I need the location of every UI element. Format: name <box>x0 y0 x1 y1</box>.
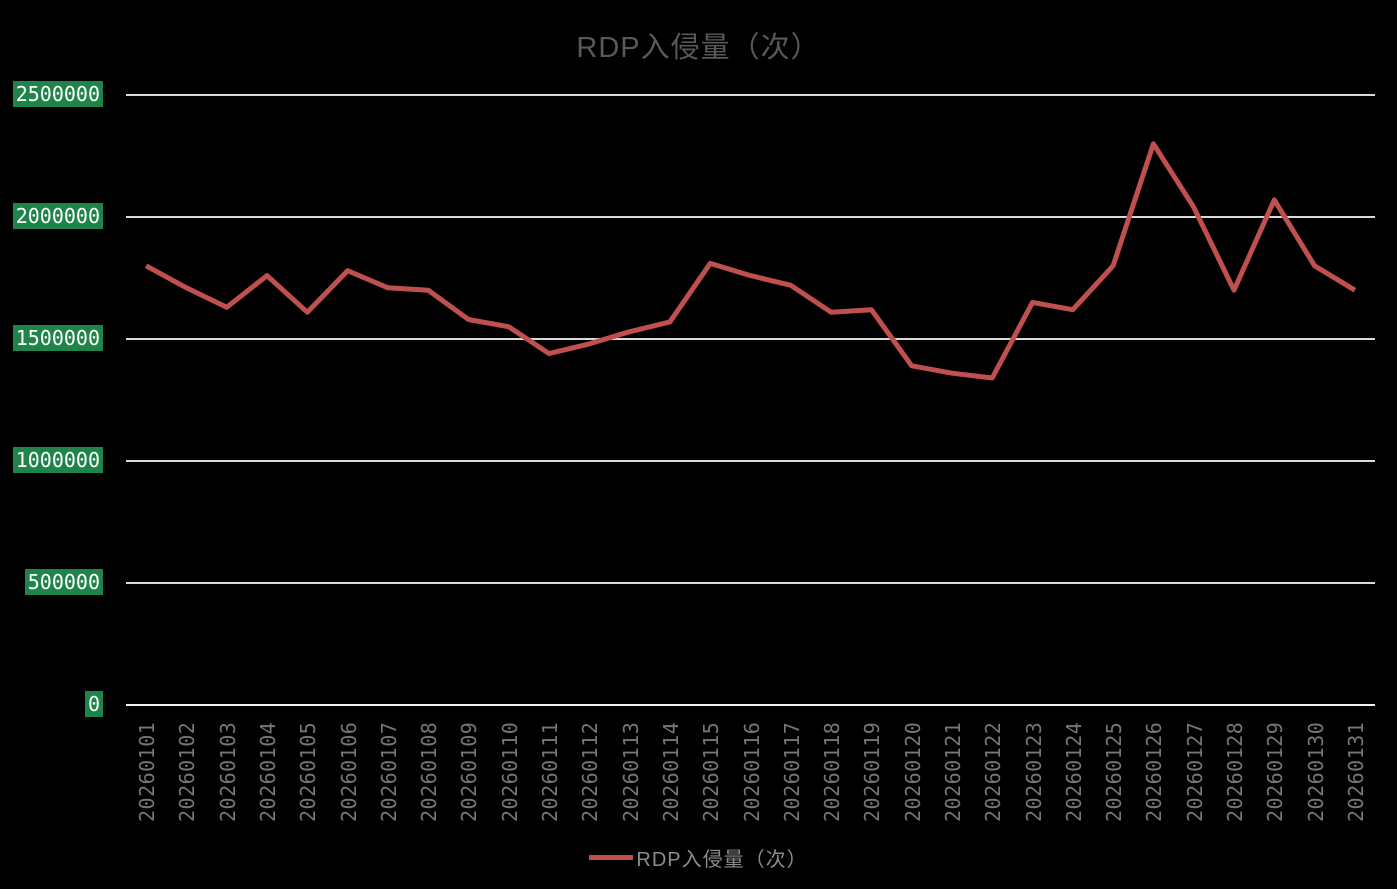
gridline <box>126 582 1375 584</box>
gridline <box>126 460 1375 462</box>
gridline <box>126 216 1375 218</box>
gridline <box>126 94 1375 96</box>
y-axis-tick-label: 1000000 <box>12 447 103 473</box>
y-axis-tick-label: 2000000 <box>12 203 103 229</box>
gridline <box>126 338 1375 340</box>
y-axis-tick-label: 2500000 <box>12 81 103 107</box>
y-axis-tick-label: 0 <box>84 691 103 717</box>
y-axis-tick-label: 500000 <box>24 569 103 595</box>
y-axis-tick-label: 1500000 <box>12 325 103 351</box>
series-line <box>144 141 1357 381</box>
legend-label: RDP入侵量（次） <box>636 849 808 871</box>
chart-title: RDP入侵量（次） <box>576 32 821 64</box>
legend-line-swatch <box>589 855 634 860</box>
x-axis-line <box>126 704 1375 706</box>
legend: RDP入侵量（次） <box>0 843 1397 872</box>
